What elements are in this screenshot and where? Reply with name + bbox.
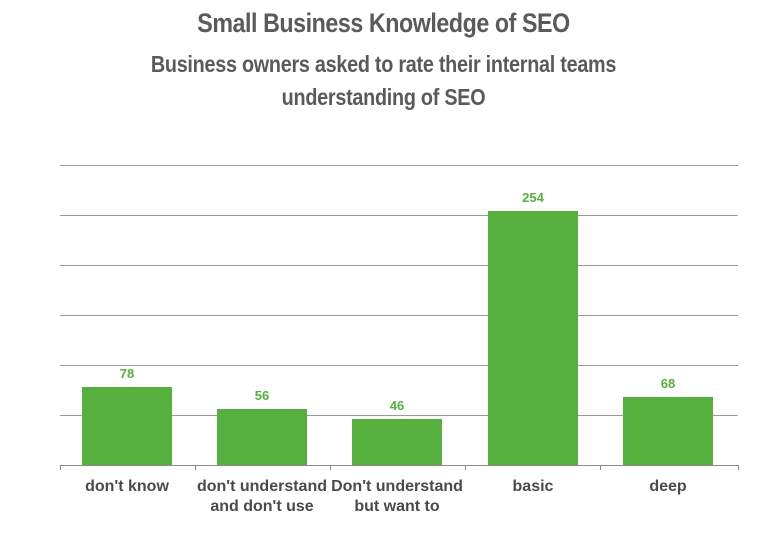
x-tick-label: and don't use (210, 498, 313, 515)
bar (623, 397, 713, 465)
bar (82, 387, 172, 465)
chart-title: Small Business Knowledge of SEO (197, 8, 570, 38)
chart-subtitle-line-1: Business owners asked to rate their inte… (150, 51, 617, 77)
x-tick-label: but want to (354, 498, 440, 515)
bar (217, 409, 307, 465)
chart-subtitle-line-2: understanding of SEO (281, 84, 486, 110)
x-tick-label: don't understand (197, 478, 327, 495)
bar-value-label: 46 (390, 398, 404, 413)
x-tick-label: don't know (85, 478, 169, 495)
bar-value-label: 68 (661, 376, 675, 391)
bar-value-label: 78 (120, 366, 134, 381)
bar (488, 211, 578, 465)
x-tick-label: basic (513, 478, 554, 495)
x-tick-label: Don't understand (331, 478, 463, 495)
bar (352, 419, 442, 465)
chart-subtitle: Business owners asked to rate their inte… (54, 48, 714, 114)
bar-value-label: 56 (255, 388, 269, 403)
bar-value-label: 254 (522, 190, 544, 205)
x-tick-label: deep (649, 478, 687, 495)
